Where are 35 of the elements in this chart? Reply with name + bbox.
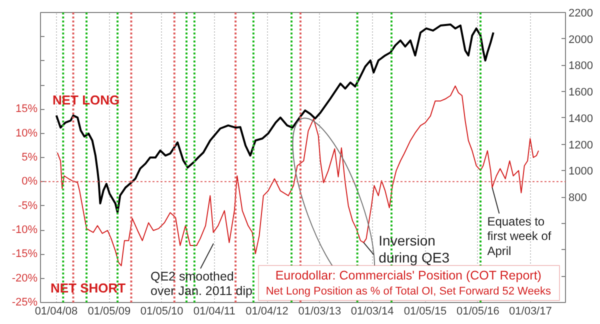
annotation: NET SHORT: [50, 280, 126, 296]
x-tick-label: 01/04/08: [34, 306, 78, 318]
y2-tick-label: 2200: [568, 8, 593, 20]
x-tick-label: 01/05/16: [456, 306, 500, 318]
text: Eurodollar: Commercials' Position (COT Report): [275, 268, 542, 282]
y2-tick-label: 1600: [568, 86, 593, 99]
x-tick-label: 01/04/12: [246, 306, 288, 318]
x-tick-label: 01/05/15: [404, 306, 447, 318]
x-tick-label: 01/03/14: [350, 306, 394, 318]
y-tick-label: 0%: [22, 176, 38, 188]
x-tick-label: 01/04/11: [193, 306, 236, 318]
annotation: Equates to first week of April: [487, 214, 552, 258]
y2-tick-label: 1200: [568, 139, 593, 152]
y-tick-label: 15%: [15, 103, 38, 116]
x-tick-label: 01/05/09: [88, 306, 131, 318]
y2-tick-label: 1400: [568, 112, 593, 125]
annotation: Inversion during QE3: [378, 232, 450, 266]
y2-tick-label: 1000: [568, 166, 593, 178]
annotation: QE2 smoothed over Jan. 2011 dip: [150, 270, 252, 298]
y-tick-label: -20%: [12, 272, 38, 284]
y2-tick-label: 800: [568, 192, 587, 204]
y2-tick-label: 1800: [568, 60, 593, 72]
y-tick-label: 10%: [15, 127, 38, 140]
y-tick-label: -10%: [12, 224, 38, 236]
y2-tick-label: 2000: [568, 34, 593, 46]
annotation: NET LONG: [52, 92, 120, 108]
x-tick-label: 01/05/10: [140, 306, 184, 318]
y-tick-label: -5%: [18, 200, 38, 212]
text: Net Long Position as % of Total OI, Set Forward 52 Weeks: [266, 286, 552, 298]
y-tick-label: 5%: [22, 152, 38, 164]
y-tick-label: -15%: [12, 248, 38, 260]
line-series: [55, 23, 494, 214]
x-tick-label: 01/03/17: [509, 306, 552, 318]
y-tick-label: -25%: [12, 296, 38, 308]
x-tick-label: 01/03/13: [298, 306, 342, 318]
